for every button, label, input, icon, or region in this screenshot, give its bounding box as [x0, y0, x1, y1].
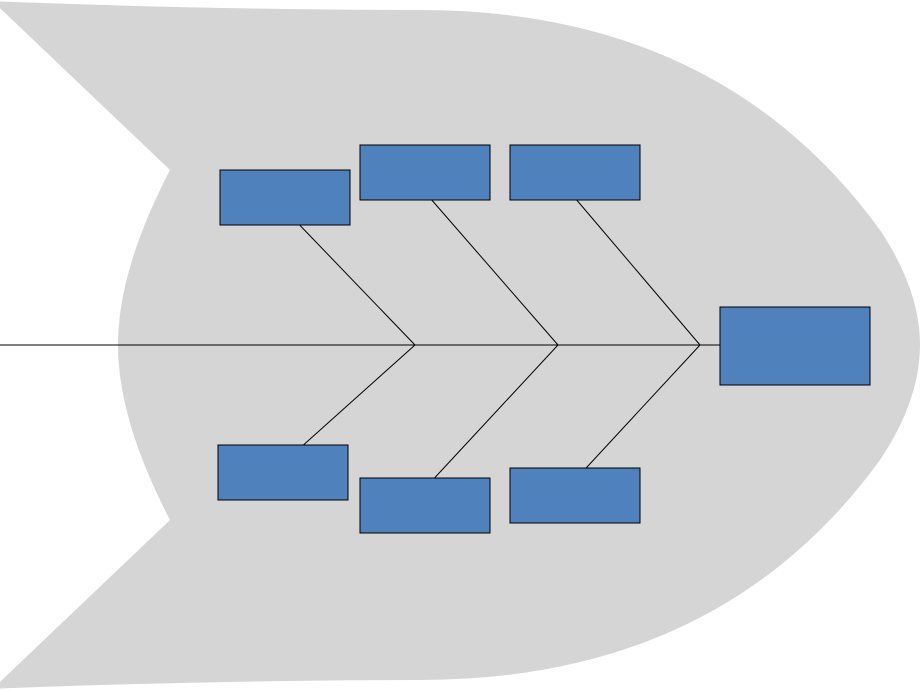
cause-box-rect[interactable]: [218, 445, 348, 500]
cause-box-rect[interactable]: [360, 145, 490, 200]
fishbone-diagram: [0, 0, 920, 690]
effect-box-group: [720, 307, 870, 385]
cause-box-rect[interactable]: [510, 145, 640, 200]
cause-box-bottom-2[interactable]: [360, 478, 490, 533]
cause-box-top-2[interactable]: [360, 145, 490, 200]
cause-box-bottom-3[interactable]: [510, 468, 640, 523]
cause-box-rect[interactable]: [360, 478, 490, 533]
cause-box-rect[interactable]: [510, 468, 640, 523]
effect-box[interactable]: [720, 307, 870, 385]
cause-box-top-1[interactable]: [220, 170, 350, 225]
cause-box-bottom-1[interactable]: [218, 445, 348, 500]
cause-box-top-3[interactable]: [510, 145, 640, 200]
cause-box-rect[interactable]: [220, 170, 350, 225]
